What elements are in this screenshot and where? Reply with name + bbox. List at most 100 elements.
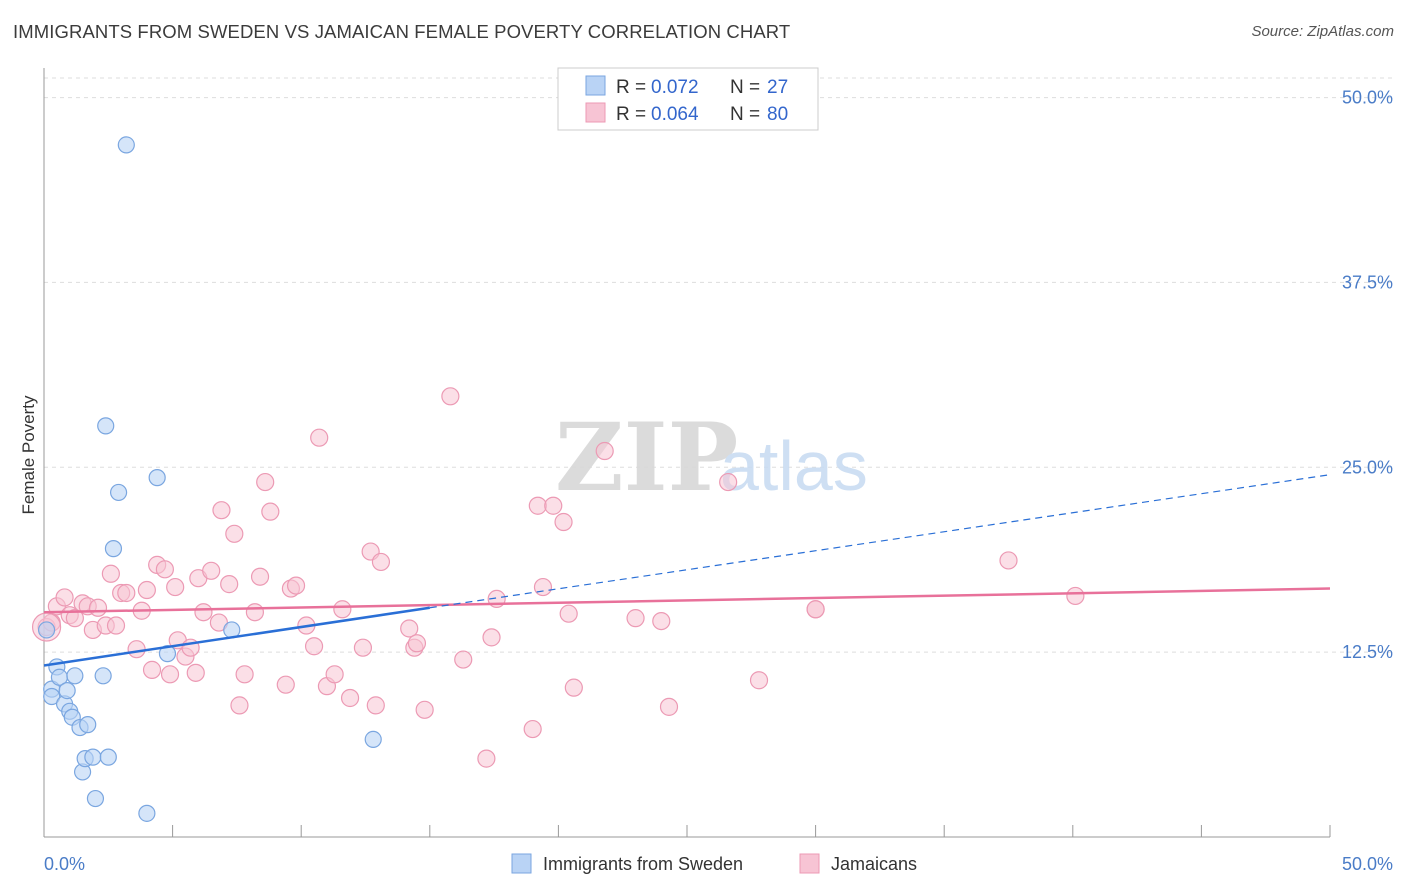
jamaicans-point bbox=[225, 524, 244, 543]
sweden-points bbox=[37, 136, 382, 822]
jamaicans-point bbox=[212, 501, 231, 520]
legend-n-value-0: 27 bbox=[767, 77, 788, 98]
jamaicans-point bbox=[245, 603, 265, 622]
jamaicans-point bbox=[554, 512, 573, 532]
y-tick-label: 37.5% bbox=[1342, 272, 1393, 292]
sweden-point bbox=[94, 667, 112, 685]
jamaicans-point bbox=[333, 600, 352, 619]
legend-r-label-1: R = bbox=[616, 104, 646, 125]
correlation-legend: R = 0.072 N = 27 R = 0.064 N = 80 bbox=[557, 67, 819, 131]
sweden-point bbox=[79, 716, 97, 734]
legend-swatch-blue bbox=[585, 75, 606, 96]
jamaicans-point bbox=[310, 428, 329, 447]
sweden-point bbox=[138, 804, 156, 822]
sweden-point bbox=[86, 789, 105, 808]
jamaicans-point bbox=[523, 719, 542, 739]
jamaicans-point bbox=[652, 611, 671, 631]
jamaicans-point bbox=[235, 665, 254, 684]
sweden-point bbox=[109, 483, 128, 502]
jamaicans-point bbox=[202, 561, 221, 580]
sweden-trend-line bbox=[43, 606, 430, 667]
trend-lines bbox=[43, 474, 1331, 667]
watermark-atlas: atlas bbox=[720, 427, 868, 505]
y-tick-label: 12.5% bbox=[1342, 642, 1393, 662]
sweden-point bbox=[43, 687, 61, 706]
jamaicans-point bbox=[166, 577, 185, 597]
sweden-point bbox=[104, 540, 123, 558]
jamaicans-point bbox=[286, 576, 306, 595]
jamaicans-point bbox=[528, 496, 547, 515]
sweden-point bbox=[364, 730, 382, 748]
jamaicans-point bbox=[749, 671, 769, 690]
source-label: Source: ZipAtlas.com bbox=[1251, 23, 1394, 40]
chart-title: IMMIGRANTS FROM SWEDEN VS JAMAICAN FEMAL… bbox=[13, 21, 791, 42]
legend-n-label-0: N = bbox=[730, 77, 760, 98]
sweden-point bbox=[97, 417, 115, 435]
jamaicans-point bbox=[250, 567, 270, 586]
jamaicans-point bbox=[477, 749, 496, 768]
jamaicans-point bbox=[1066, 586, 1085, 606]
sweden-point bbox=[58, 681, 76, 700]
y-tick-label: 50.0% bbox=[1342, 88, 1393, 108]
jamaicans-point bbox=[101, 564, 120, 583]
jamaicans-point bbox=[55, 588, 74, 607]
jamaicans-point bbox=[117, 583, 136, 603]
jamaicans-point bbox=[719, 472, 738, 492]
jamaicans-point bbox=[127, 640, 146, 659]
x-ticks bbox=[43, 825, 1331, 837]
jamaicans-point bbox=[999, 551, 1018, 570]
jamaicans-point bbox=[261, 502, 280, 521]
jamaicans-point bbox=[371, 552, 391, 572]
sweden-point bbox=[37, 621, 56, 639]
x-tick-label-min: 0.0% bbox=[44, 854, 85, 874]
sweden-trend-line-extension bbox=[429, 474, 1331, 609]
bottom-legend-swatch-pink bbox=[799, 853, 820, 874]
sweden-point bbox=[158, 645, 177, 663]
jamaicans-point bbox=[659, 697, 679, 716]
jamaicans-point bbox=[88, 598, 108, 617]
sweden-point bbox=[84, 748, 102, 766]
jamaicans-point bbox=[626, 609, 645, 628]
jamaicans-point bbox=[160, 665, 180, 684]
jamaicans-point bbox=[353, 638, 373, 657]
jamaicans-point bbox=[482, 628, 501, 647]
series-legend: Immigrants from Sweden Jamaicans bbox=[511, 853, 917, 874]
legend-n-label-1: N = bbox=[730, 104, 760, 125]
jamaicans-points bbox=[31, 387, 1085, 768]
legend-r-value-1: 0.064 bbox=[651, 104, 699, 125]
legend-r-label-0: R = bbox=[616, 77, 646, 98]
jamaicans-point bbox=[407, 634, 427, 653]
jamaicans-point bbox=[325, 665, 344, 684]
jamaicans-point bbox=[441, 387, 460, 406]
legend-n-value-1: 80 bbox=[767, 104, 788, 125]
jamaicans-point bbox=[340, 688, 360, 708]
legend-swatch-pink bbox=[585, 102, 606, 123]
sweden-point bbox=[148, 469, 166, 487]
sweden-point bbox=[117, 136, 135, 154]
jamaicans-trend-line bbox=[43, 587, 1331, 614]
watermark-zip: ZIP bbox=[555, 403, 738, 513]
jamaicans-point bbox=[595, 441, 614, 461]
jamaicans-point bbox=[366, 696, 385, 715]
x-tick-label-max: 50.0% bbox=[1342, 854, 1393, 874]
bottom-legend-label-jamaicans: Jamaicans bbox=[831, 854, 917, 874]
jamaicans-point bbox=[155, 560, 174, 579]
jamaicans-point bbox=[256, 472, 275, 492]
jamaicans-point bbox=[454, 650, 473, 669]
jamaicans-point bbox=[186, 663, 205, 682]
y-axis-title: Female Poverty bbox=[19, 395, 38, 515]
jamaicans-point bbox=[65, 609, 84, 628]
jamaicans-point bbox=[137, 580, 156, 600]
bottom-legend-label-sweden: Immigrants from Sweden bbox=[543, 854, 743, 874]
y-tick-labels: 12.5% 25.0% 37.5% 50.0% bbox=[1342, 88, 1393, 663]
jamaicans-point bbox=[220, 575, 239, 594]
jamaicans-point bbox=[559, 604, 578, 623]
sweden-point bbox=[66, 667, 84, 685]
jamaicans-point bbox=[400, 619, 419, 638]
jamaicans-point bbox=[806, 600, 825, 619]
jamaicans-point bbox=[544, 496, 563, 515]
jamaicans-point bbox=[304, 637, 324, 656]
jamaicans-point bbox=[230, 696, 249, 715]
jamaicans-point bbox=[415, 700, 434, 719]
